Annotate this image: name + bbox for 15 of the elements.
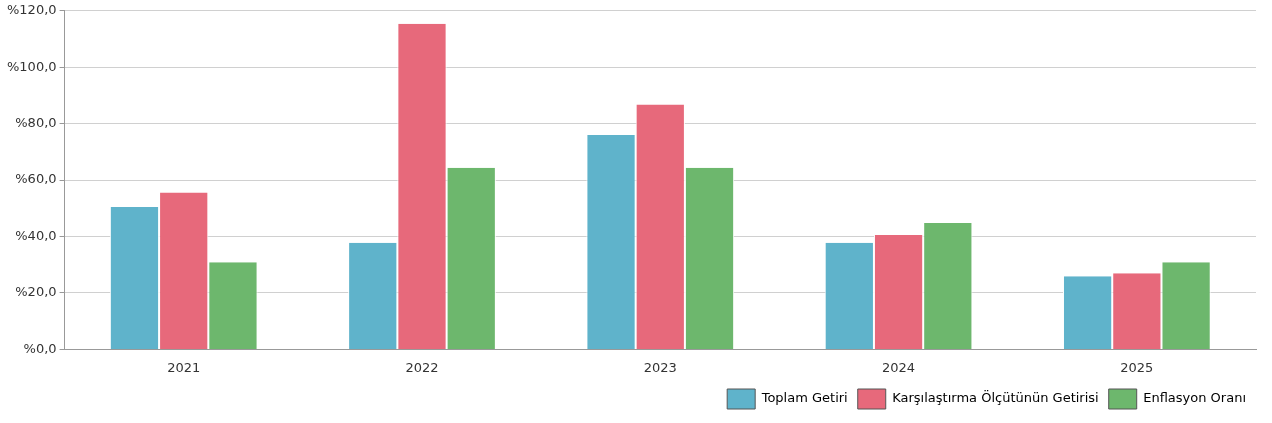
y-tick-label: %80,0	[15, 115, 57, 131]
y-tick-label: %60,0	[15, 171, 57, 187]
y-tick-label: %100,0	[6, 58, 57, 74]
x-tick-label: 2022	[405, 359, 439, 375]
y-tick-label: %0,0	[23, 340, 57, 356]
x-tick-label: 2024	[882, 359, 916, 375]
y-tick-label: %40,0	[15, 227, 57, 243]
legend-label: Karşılaştırma Ölçütünün Getirisi	[892, 389, 1099, 406]
x-tick-label: 2023	[643, 359, 677, 375]
legend-label: Toplam Getiri	[760, 390, 848, 406]
y-tick-label: %20,0	[15, 284, 57, 300]
legend-label: Enflasyon Oranı	[1143, 390, 1246, 406]
y-tick-label: %120,0	[6, 2, 57, 18]
x-tick-label: 2021	[167, 359, 201, 375]
x-tick-label: 2025	[1120, 359, 1154, 375]
